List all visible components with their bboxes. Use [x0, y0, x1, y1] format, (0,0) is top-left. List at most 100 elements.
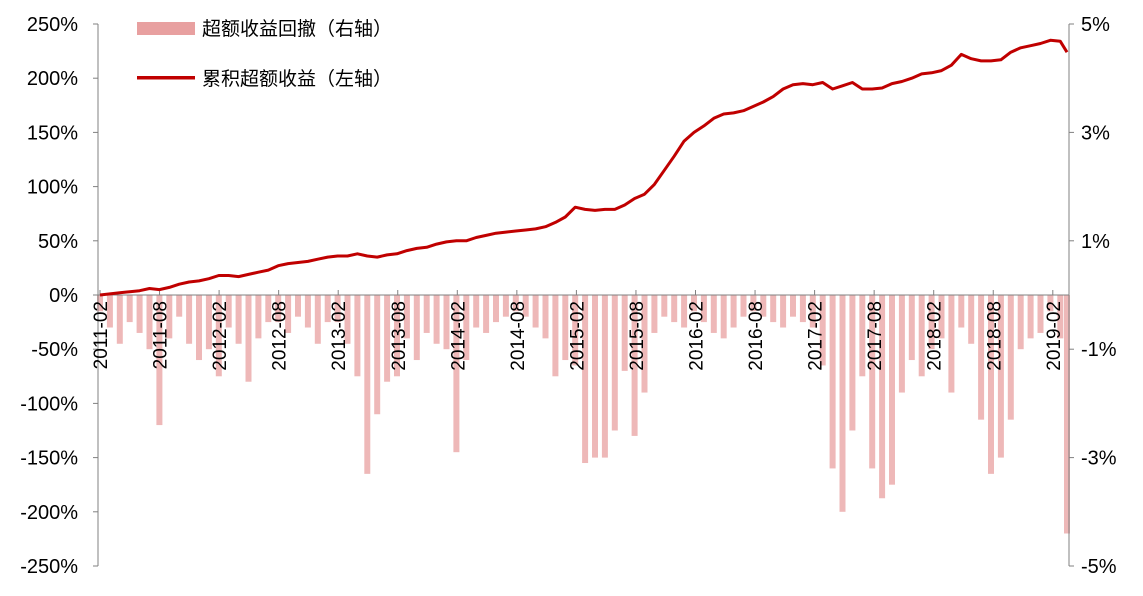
drawdown-bar	[176, 295, 183, 317]
drawdown-bar	[364, 295, 371, 474]
x-tick-label: 2017-02	[806, 301, 827, 371]
drawdown-bar	[898, 295, 905, 393]
x-tick-label: 2015-08	[627, 301, 648, 371]
drawdown-bar	[324, 295, 331, 323]
drawdown-bar	[512, 295, 519, 312]
right-tick-label: -1%	[1081, 339, 1117, 361]
drawdown-bar	[562, 295, 569, 361]
drawdown-bar	[255, 295, 262, 339]
drawdown-bar	[463, 295, 470, 361]
drawdown-bar	[879, 295, 886, 499]
left-tick-label: 0%	[49, 285, 78, 307]
drawdown-bar	[443, 295, 450, 350]
drawdown-bar	[453, 295, 460, 453]
drawdown-bar	[502, 295, 509, 317]
drawdown-bar	[275, 295, 282, 323]
drawdown-bar	[413, 295, 420, 361]
drawdown-bar	[532, 295, 539, 328]
drawdown-bar	[889, 295, 895, 485]
drawdown-bar	[631, 295, 638, 436]
drawdown-bar	[938, 295, 945, 339]
drawdown-bar	[928, 295, 935, 350]
drawdown-bar	[186, 295, 193, 344]
drawdown-bar	[710, 295, 717, 333]
drawdown-bar	[285, 295, 292, 333]
drawdown-bar	[1047, 295, 1054, 312]
drawdown-bar	[740, 295, 747, 317]
drawdown-bar	[116, 295, 123, 344]
x-tick-label: 2013-08	[389, 301, 410, 371]
drawdown-bar	[730, 295, 737, 328]
x-tick-label: 2018-08	[984, 301, 1005, 371]
drawdown-bar	[423, 295, 430, 333]
drawdown-bar	[1037, 295, 1044, 333]
x-tick-label: 2012-08	[270, 301, 291, 371]
drawdown-bar	[295, 295, 301, 317]
drawdown-bar	[314, 295, 321, 344]
drawdown-bar	[483, 295, 490, 333]
drawdown-bar	[770, 295, 777, 323]
x-tick-label: 2016-02	[687, 301, 708, 371]
drawdown-bar	[809, 295, 816, 328]
drawdown-bar	[839, 295, 846, 512]
right-tick-label: 5%	[1081, 14, 1110, 36]
drawdown-bar	[760, 295, 767, 317]
drawdown-bar	[859, 295, 866, 377]
drawdown-bar	[97, 295, 103, 312]
drawdown-bar	[958, 295, 965, 328]
x-tick-label: 2018-02	[925, 301, 946, 371]
legend-swatch-cumulative	[137, 76, 195, 80]
drawdown-bar	[146, 295, 153, 350]
x-tick-label: 2011-02	[91, 301, 112, 369]
drawdown-bar	[433, 295, 440, 344]
drawdown-bar	[334, 295, 341, 323]
drawdown-bar	[1017, 295, 1024, 350]
drawdown-bars	[97, 295, 1070, 534]
drawdown-bar	[522, 295, 529, 317]
drawdown-bar	[354, 295, 361, 377]
drawdown-bar	[968, 295, 975, 344]
drawdown-bar	[978, 295, 985, 420]
drawdown-bar	[997, 295, 1004, 458]
legend-label-cumulative: 累积超额收益（左轴）	[202, 68, 392, 90]
drawdown-bar	[908, 295, 915, 361]
drawdown-bar	[582, 295, 589, 464]
drawdown-bar	[552, 295, 559, 377]
drawdown-bar	[394, 295, 400, 377]
drawdown-bar	[403, 295, 410, 339]
right-tick-label: -5%	[1081, 556, 1117, 578]
drawdown-bar	[1057, 295, 1064, 339]
drawdown-bar	[948, 295, 955, 393]
drawdown-bar	[196, 295, 202, 361]
left-tick-label: -250%	[20, 556, 78, 578]
drawdown-bar	[750, 295, 757, 312]
left-tick-label: 50%	[38, 231, 78, 253]
legend-label-drawdown: 超额收益回撤（右轴）	[202, 18, 392, 40]
drawdown-bar	[304, 295, 311, 328]
legend-swatch-drawdown	[137, 22, 195, 35]
x-tick-label: 2015-02	[567, 301, 588, 371]
drawdown-bar	[829, 295, 836, 469]
drawdown-bar	[572, 295, 579, 366]
drawdown-bar	[621, 295, 628, 371]
drawdown-bar	[493, 295, 499, 323]
drawdown-bar	[780, 295, 787, 328]
left-tick-label: 150%	[27, 122, 78, 144]
drawdown-bar	[790, 295, 796, 317]
drawdown-bar	[700, 295, 707, 323]
drawdown-bar	[918, 295, 925, 377]
drawdown-bar	[819, 295, 826, 366]
drawdown-bar	[344, 295, 351, 344]
drawdown-bar	[374, 295, 381, 415]
x-tick-label: 2012-02	[210, 301, 231, 371]
legend: 超额收益回撤（右轴） 累积超额收益（左轴）	[137, 18, 392, 90]
drawdown-bar	[681, 295, 688, 328]
x-tick-label: 2013-02	[329, 301, 350, 371]
drawdown-bar	[384, 295, 391, 382]
x-tick-label: 2016-08	[746, 301, 767, 371]
left-tick-label: -150%	[20, 448, 78, 470]
drawdown-bar	[661, 295, 668, 317]
drawdown-bar	[671, 295, 678, 323]
drawdown-bar	[136, 295, 143, 333]
